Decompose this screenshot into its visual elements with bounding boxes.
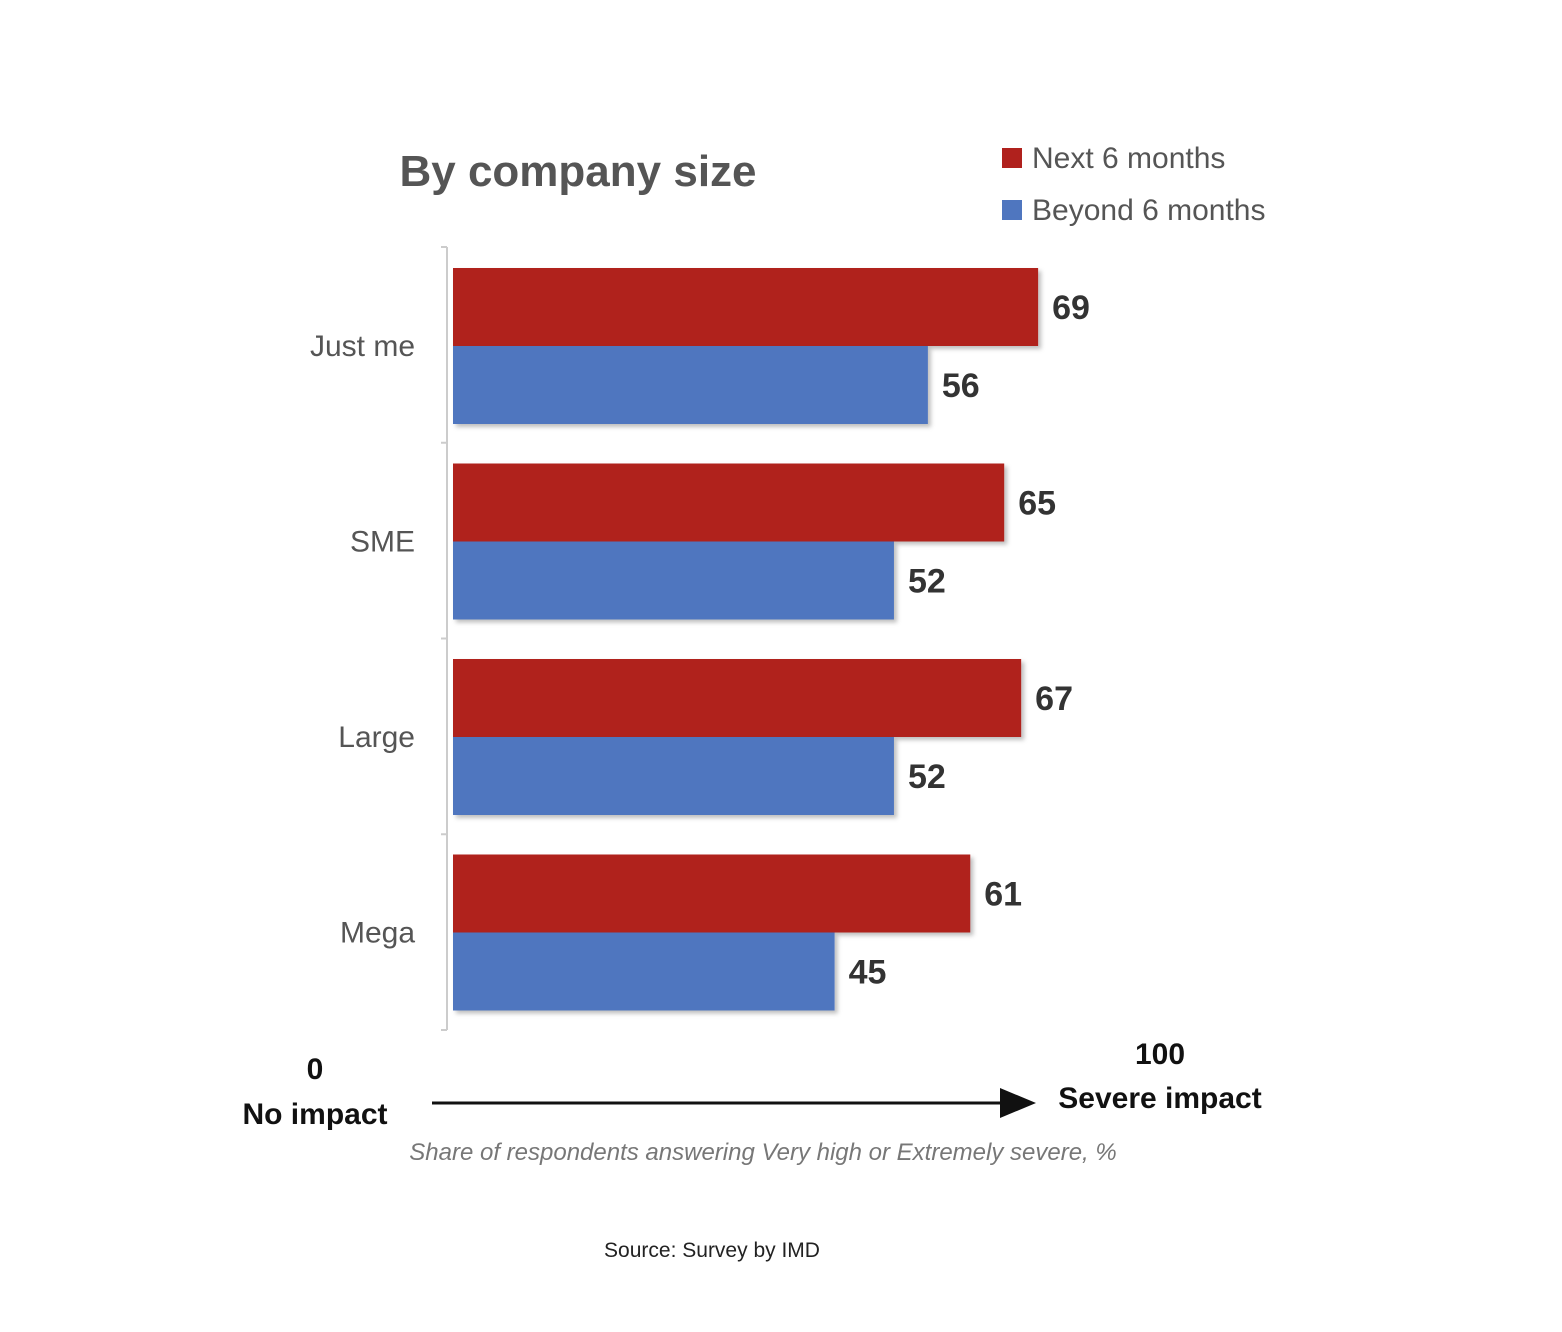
value-label: 69: [1052, 289, 1090, 327]
bar-beyond-6-months: [453, 932, 835, 1011]
value-labels: 69 56 65 52 67 52 61 45: [849, 289, 1090, 992]
axis-min-caption: No impact: [242, 1098, 387, 1131]
bar-beyond-6-months: [453, 541, 894, 620]
category-axis: [441, 246, 448, 1031]
chart-title: By company size: [399, 147, 756, 196]
bar-next-6-months: [453, 659, 1022, 737]
value-label: 52: [908, 758, 946, 796]
bar-beyond-6-months: [453, 346, 928, 424]
bar-next-6-months: [453, 268, 1039, 346]
category-label: Large: [338, 721, 415, 754]
axis-max-label: 100: [1135, 1038, 1185, 1071]
bar-beyond-6-months: [453, 737, 894, 815]
legend-label: Beyond 6 months: [1032, 194, 1265, 227]
bar-next-6-months: [453, 854, 971, 933]
axis-note: Share of respondents answering Very high…: [409, 1139, 1116, 1166]
value-label: 45: [849, 954, 887, 992]
legend: Next 6 months Beyond 6 months: [1002, 142, 1265, 227]
legend-label: Next 6 months: [1032, 142, 1225, 175]
value-label: 65: [1018, 485, 1056, 523]
category-label: Mega: [340, 917, 415, 950]
legend-swatch: [1002, 148, 1022, 168]
value-label: 67: [1035, 680, 1073, 718]
value-label: 52: [908, 563, 946, 601]
legend-swatch: [1002, 200, 1022, 220]
category-labels: Just me SME Large Mega: [310, 330, 415, 950]
axis-min-label: 0: [307, 1053, 324, 1086]
category-label: SME: [350, 526, 415, 559]
value-label: 56: [942, 367, 980, 405]
bars: [453, 268, 1039, 1011]
axis-max-caption: Severe impact: [1058, 1082, 1261, 1115]
category-label: Just me: [310, 330, 415, 363]
value-label: 61: [984, 876, 1022, 914]
source-note: Source: Survey by IMD: [604, 1239, 820, 1262]
bar-next-6-months: [453, 463, 1005, 542]
